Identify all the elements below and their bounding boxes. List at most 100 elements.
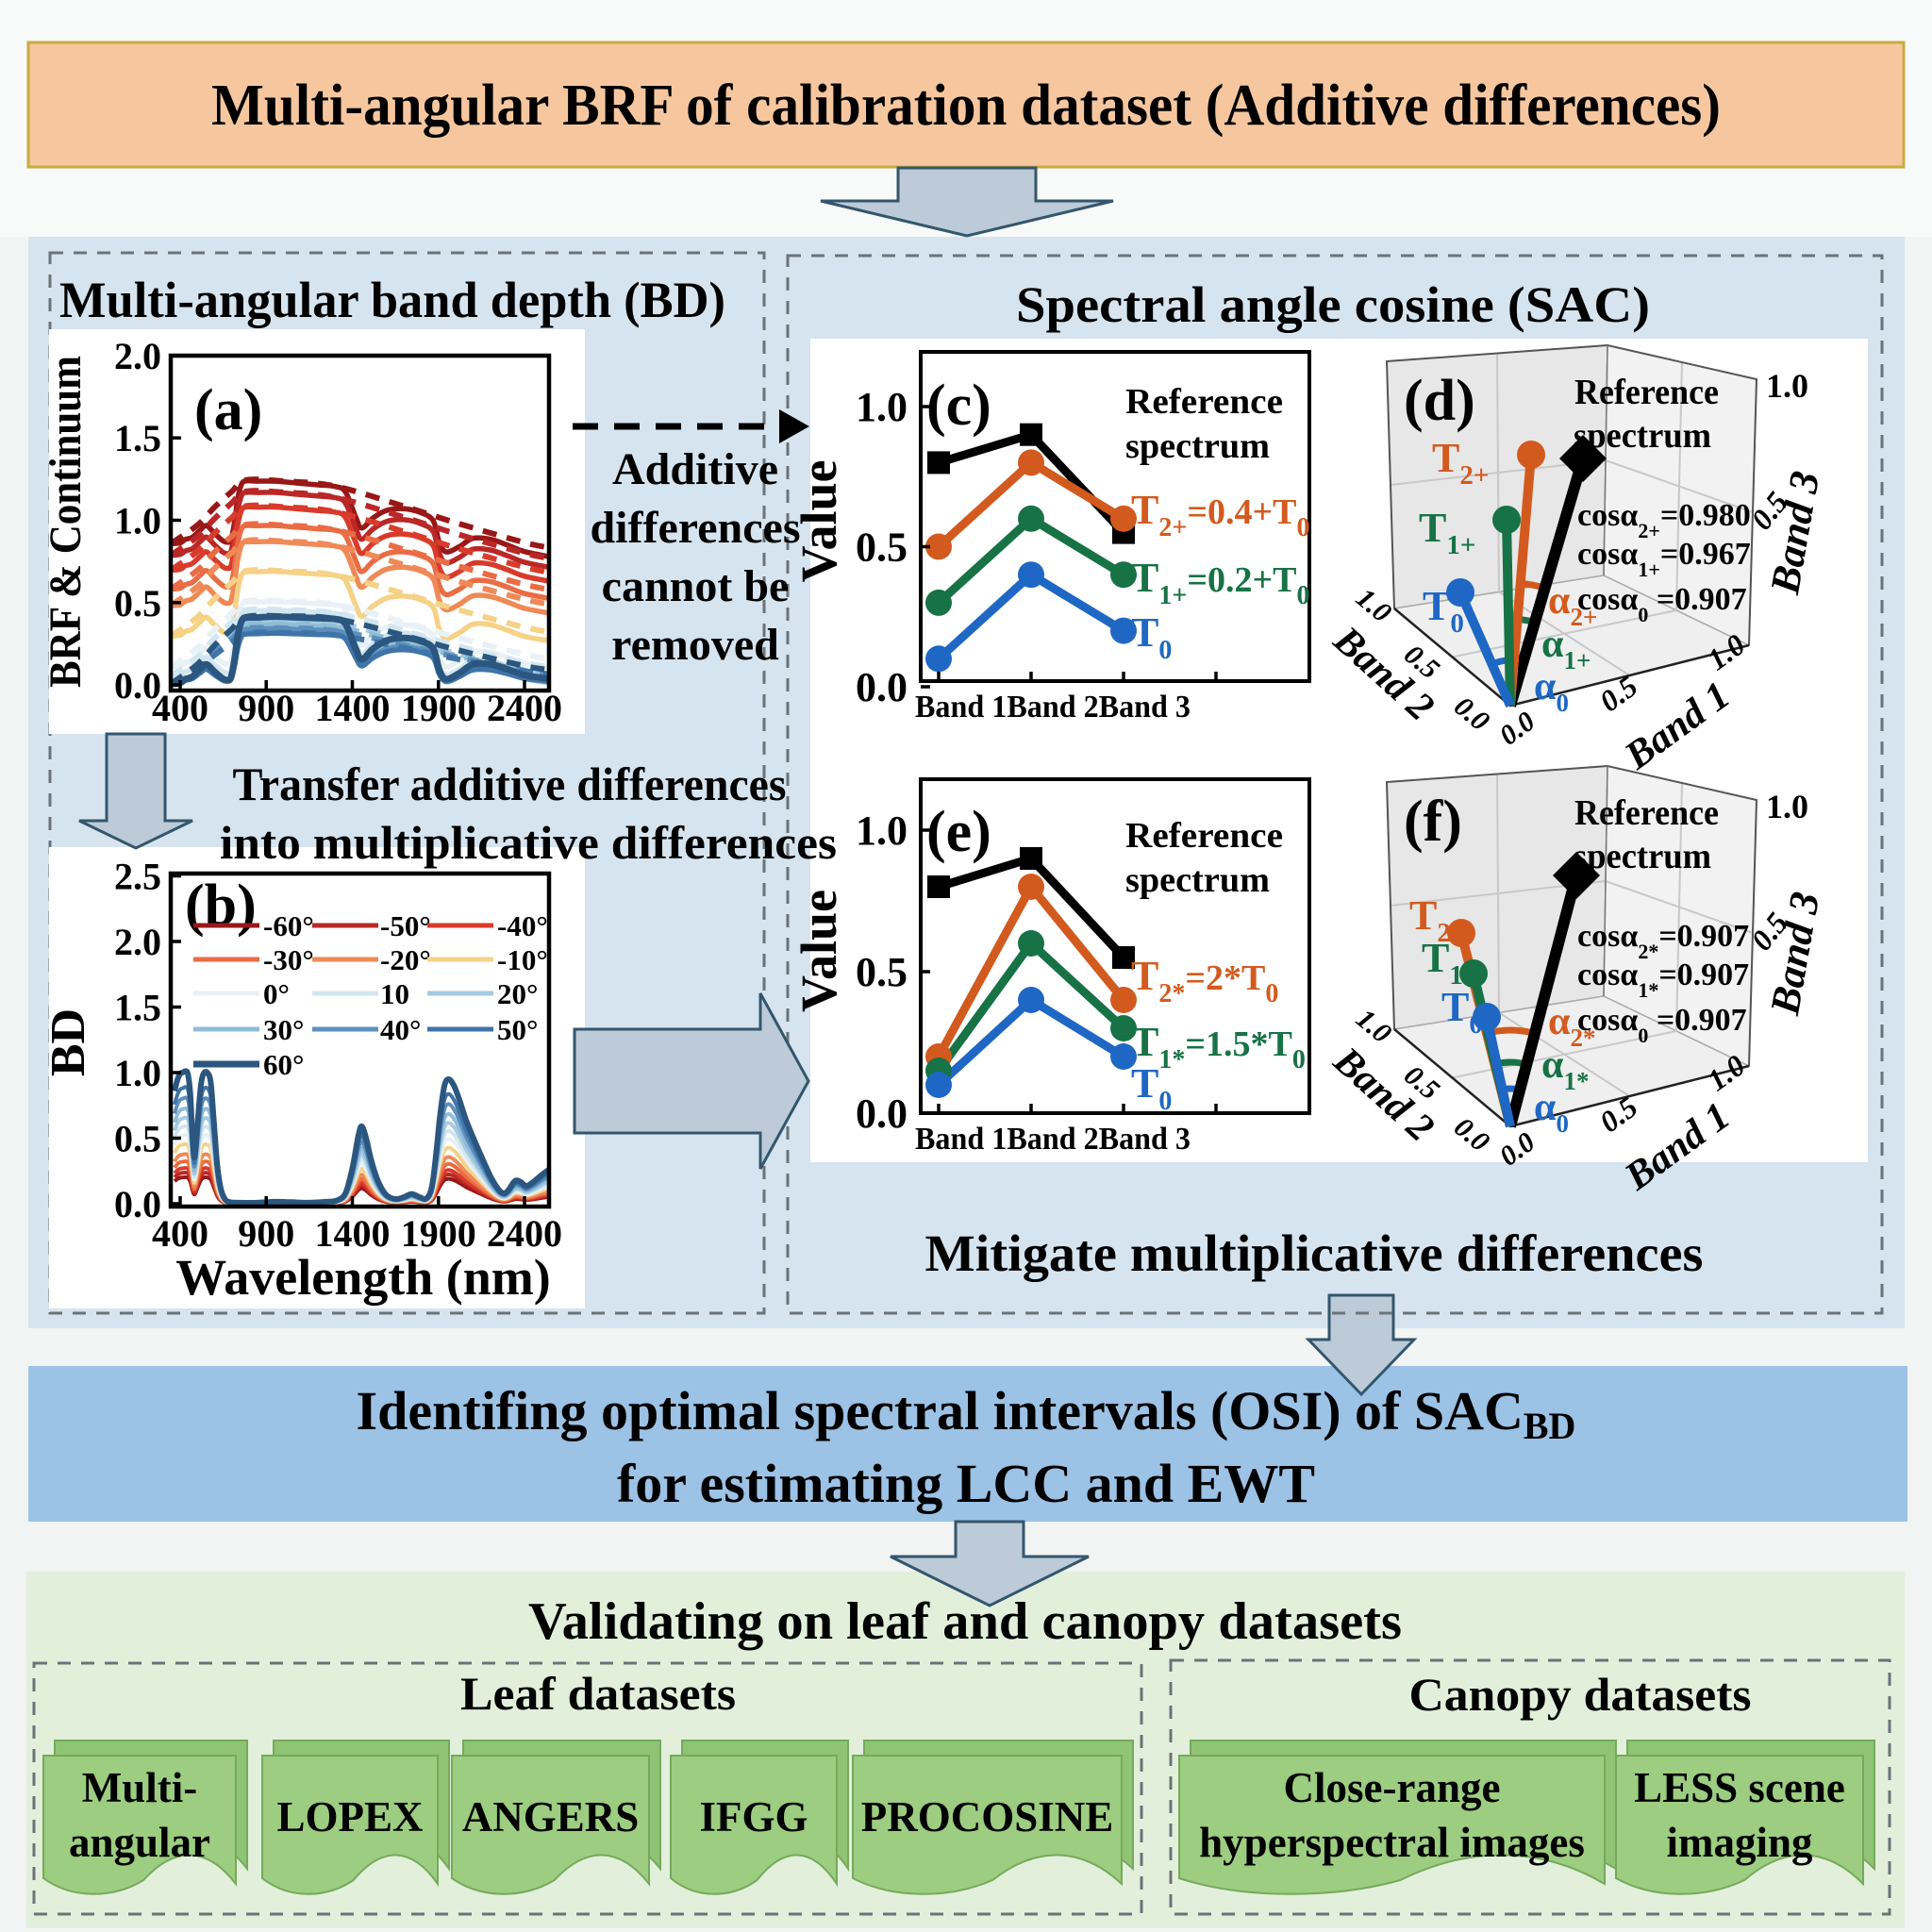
svg-text:α2*: α2* [1548, 1000, 1595, 1052]
svg-text:0.5: 0.5 [114, 1118, 161, 1160]
svg-text:-50°: -50° [380, 909, 431, 942]
svg-text:-40°: -40° [497, 909, 548, 942]
svg-text:BRF & Continuum: BRF & Continuum [41, 356, 91, 688]
svg-text:cosα0 =0.907: cosα0 =0.907 [1577, 1003, 1747, 1047]
svg-text:LESS scene: LESS scene [1634, 1764, 1845, 1811]
svg-text:T2+=0.4+T0: T2+=0.4+T0 [1131, 487, 1309, 542]
svg-text:1400: 1400 [315, 687, 391, 729]
svg-text:differences: differences [590, 503, 800, 553]
svg-text:T0: T0 [1131, 1060, 1172, 1116]
svg-text:BD: BD [42, 1008, 95, 1076]
svg-text:400: 400 [152, 1212, 208, 1255]
svg-text:-60°: -60° [263, 909, 314, 942]
svg-text:10: 10 [380, 977, 409, 1010]
svg-text:Validating on leaf and canopy: Validating on leaf and canopy datasets [528, 1592, 1402, 1651]
svg-text:0.0: 0.0 [856, 664, 908, 710]
svg-text:20°: 20° [497, 977, 538, 1010]
svg-text:900: 900 [238, 1212, 294, 1255]
svg-text:Leaf datasets: Leaf datasets [460, 1667, 736, 1720]
svg-text:T2+: T2+ [1432, 435, 1489, 491]
svg-text:cannot be: cannot be [602, 561, 790, 611]
svg-text:1900: 1900 [401, 1212, 476, 1255]
svg-text:T0: T0 [1131, 609, 1172, 665]
svg-text:0°: 0° [263, 977, 290, 1010]
svg-text:Value: Value [791, 890, 847, 1012]
svg-text:1900: 1900 [401, 687, 476, 729]
svg-text:T2*: T2* [1409, 892, 1464, 948]
svg-text:0.5: 0.5 [856, 949, 908, 995]
svg-text:Transfer additive differences: Transfer additive differences [233, 758, 787, 810]
svg-text:Identifing optimal spectral in: Identifing optimal spectral intervals (O… [357, 1380, 1576, 1447]
svg-text:Multi-angular band depth (BD): Multi-angular band depth (BD) [59, 272, 725, 328]
svg-text:Reference: Reference [1574, 793, 1719, 833]
svg-text:Reference: Reference [1125, 382, 1283, 422]
svg-text:1.0: 1.0 [1766, 367, 1808, 405]
svg-text:IFGG: IFGG [699, 1793, 808, 1840]
svg-text:angular: angular [69, 1819, 210, 1866]
svg-text:Additive: Additive [612, 444, 778, 494]
svg-text:2.0: 2.0 [114, 335, 161, 377]
svg-text:removed: removed [611, 620, 779, 670]
svg-text:Multi-: Multi- [82, 1764, 197, 1811]
svg-text:0.0: 0.0 [856, 1091, 908, 1137]
svg-text:cosα1+=0.967: cosα1+=0.967 [1577, 537, 1751, 581]
svg-text:T1+=0.2+T0: T1+=0.2+T0 [1131, 555, 1309, 610]
svg-text:2400: 2400 [487, 1212, 562, 1255]
svg-text:Spectral angle cosine (SAC): Spectral angle cosine (SAC) [1016, 276, 1650, 333]
svg-text:Wavelength (nm): Wavelength (nm) [175, 1249, 551, 1306]
svg-text:0.5: 0.5 [114, 582, 161, 625]
svg-text:0.0: 0.0 [114, 1183, 161, 1225]
svg-text:T2*=2*T0: T2*=2*T0 [1131, 953, 1278, 1008]
svg-text:T1*=1.5*T0: T1*=1.5*T0 [1131, 1019, 1306, 1074]
svg-text:60°: 60° [263, 1048, 304, 1081]
svg-text:50°: 50° [497, 1013, 538, 1046]
svg-text:1.0: 1.0 [856, 808, 908, 854]
svg-text:α0: α0 [1534, 1086, 1569, 1138]
svg-text:LOPEX: LOPEX [276, 1793, 423, 1840]
svg-text:-30°: -30° [263, 943, 314, 976]
svg-text:spectrum: spectrum [1574, 416, 1711, 456]
svg-text:T1+: T1+ [1419, 505, 1475, 560]
svg-text:400: 400 [152, 687, 208, 729]
svg-text:cosα0 =0.907: cosα0 =0.907 [1577, 582, 1747, 626]
svg-text:1.0: 1.0 [856, 384, 908, 430]
svg-text:ANGERS: ANGERS [462, 1793, 640, 1840]
svg-text:(e): (e) [926, 800, 991, 864]
svg-text:1400: 1400 [315, 1212, 391, 1255]
svg-text:(c): (c) [926, 374, 991, 438]
svg-text:2.5: 2.5 [114, 856, 161, 898]
svg-text:Multi-angular BRF of calibrati: Multi-angular BRF of calibration dataset… [211, 74, 1721, 138]
svg-text:α1+: α1+ [1541, 623, 1591, 675]
svg-text:(b): (b) [185, 874, 257, 938]
svg-text:Band 1Band 2Band 3: Band 1Band 2Band 3 [915, 690, 1191, 724]
svg-text:900: 900 [238, 687, 294, 729]
svg-text:1.0: 1.0 [1766, 788, 1808, 825]
svg-text:α2+: α2+ [1548, 579, 1597, 631]
svg-text:T0: T0 [1423, 583, 1464, 639]
svg-text:spectrum: spectrum [1125, 860, 1270, 900]
svg-text:30°: 30° [263, 1013, 304, 1046]
svg-text:Close-range: Close-range [1284, 1764, 1501, 1811]
svg-text:α1*: α1* [1541, 1043, 1589, 1095]
svg-text:2.0: 2.0 [114, 921, 161, 963]
svg-text:Reference: Reference [1125, 816, 1283, 856]
svg-text:-10°: -10° [497, 943, 548, 976]
svg-text:40°: 40° [380, 1013, 421, 1046]
svg-text:Value: Value [791, 459, 847, 582]
svg-text:PROCOSINE: PROCOSINE [861, 1793, 1114, 1840]
svg-text:T0: T0 [1441, 984, 1483, 1040]
svg-text:cosα2+=0.980: cosα2+=0.980 [1577, 498, 1751, 542]
svg-text:cosα2*=0.907: cosα2*=0.907 [1577, 919, 1749, 963]
svg-text:hyperspectral images: hyperspectral images [1199, 1819, 1585, 1866]
svg-text:(a): (a) [194, 378, 262, 442]
svg-text:0.5: 0.5 [856, 525, 908, 571]
svg-text:spectrum: spectrum [1574, 837, 1711, 876]
svg-text:(d): (d) [1404, 369, 1475, 433]
svg-text:imaging: imaging [1666, 1819, 1813, 1866]
svg-text:spectrum: spectrum [1125, 426, 1270, 466]
svg-text:0.0: 0.0 [114, 664, 161, 707]
svg-text:1.5: 1.5 [114, 417, 161, 459]
svg-text:(f): (f) [1404, 790, 1462, 854]
svg-text:1.0: 1.0 [114, 500, 161, 542]
svg-text:1.5: 1.5 [114, 987, 161, 1029]
